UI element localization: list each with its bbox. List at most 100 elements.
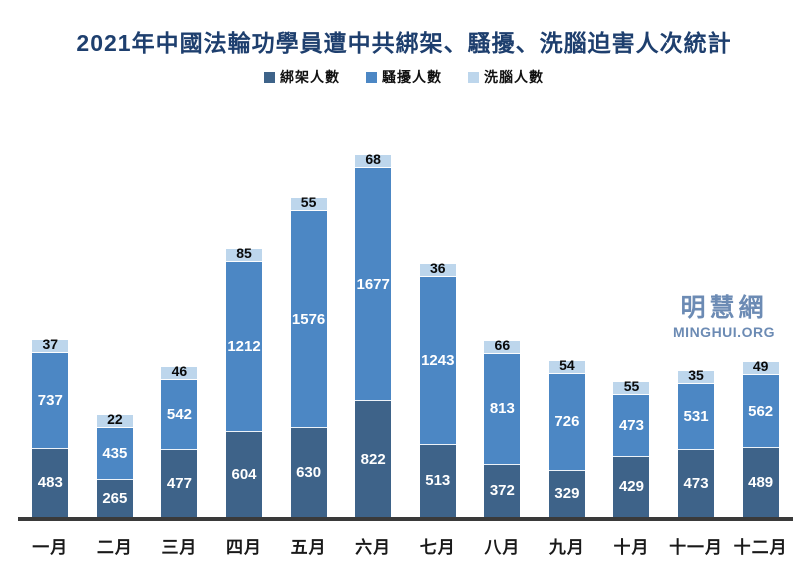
bar-column-五月: 55 1576 630	[276, 112, 341, 517]
legend-swatch-brainwash-icon	[468, 71, 479, 83]
x-tick-一月: 一月	[32, 538, 69, 557]
segment-brainwash: 49	[742, 359, 779, 375]
harass-value-label: 1212	[227, 337, 261, 355]
segment-brainwash: 66	[484, 338, 521, 354]
x-tick-九月: 九月	[548, 538, 585, 557]
plot-area: 37 737 483 22 435 265 46	[18, 112, 793, 521]
brainwash-value-label: 49	[752, 357, 769, 374]
segment-harass: 531	[678, 383, 715, 451]
brainwash-value-label: 55	[623, 378, 640, 395]
x-tick-三月: 三月	[161, 538, 198, 557]
stacked-bar: 35 531 473	[678, 368, 715, 517]
segment-harass: 435	[96, 428, 133, 480]
legend-swatch-kidnap-icon	[264, 71, 275, 83]
x-axis-line	[18, 517, 793, 521]
harass-value-label: 1677	[356, 275, 390, 293]
segment-brainwash: 35	[678, 368, 715, 384]
harass-value-label: 542	[166, 405, 192, 423]
legend-label-brainwash: 洗腦人數	[484, 69, 544, 85]
segment-kidnap: 473	[678, 450, 715, 517]
legend-item-kidnap: 綁架人數	[264, 67, 340, 87]
kidnap-value-label: 489	[748, 474, 774, 492]
x-tick-七月: 七月	[419, 538, 456, 557]
segment-kidnap: 604	[226, 431, 263, 517]
stacked-bar: 85 1212 604	[226, 246, 263, 517]
segment-harass: 813	[484, 353, 521, 465]
segment-harass: 726	[548, 373, 585, 471]
legend-label-harass: 騷擾人數	[382, 69, 442, 85]
stacked-bar: 37 737 483	[32, 337, 69, 517]
bar-column-一月: 37 737 483	[18, 112, 83, 517]
stacked-bar: 46 542 477	[161, 364, 198, 517]
bar-column-二月: 22 435 265	[83, 112, 148, 517]
bar-column-四月: 85 1212 604	[212, 112, 277, 517]
segment-brainwash: 36	[419, 261, 456, 278]
bar-column-六月: 68 1677 822	[341, 112, 406, 517]
kidnap-value-label: 329	[554, 485, 580, 503]
segment-brainwash: 22	[96, 412, 133, 429]
kidnap-value-label: 513	[425, 472, 451, 490]
harass-value-label: 813	[489, 400, 515, 418]
x-tick-五月: 五月	[290, 538, 327, 557]
segment-kidnap: 630	[290, 428, 327, 517]
minghui-watermark: 明慧網 MINGHUI.ORG	[650, 294, 798, 340]
brainwash-value-label: 37	[42, 335, 59, 352]
harass-value-label: 1243	[421, 352, 455, 370]
segment-kidnap: 513	[419, 444, 456, 517]
segment-brainwash: 85	[226, 246, 263, 262]
segment-brainwash: 37	[32, 337, 69, 353]
bar-column-七月: 36 1243 513	[405, 112, 470, 517]
x-tick-八月: 八月	[484, 538, 521, 557]
stacked-bar: 49 562 489	[742, 359, 779, 517]
segment-kidnap: 822	[355, 401, 392, 517]
x-tick-六月: 六月	[355, 538, 392, 557]
x-tick-二月: 二月	[96, 538, 133, 557]
kidnap-value-label: 483	[37, 474, 63, 492]
segment-kidnap: 483	[32, 448, 69, 517]
watermark-english-text: MINGHUI.ORG	[673, 323, 775, 340]
brainwash-value-label: 35	[688, 366, 704, 383]
segment-brainwash: 46	[161, 364, 198, 380]
brainwash-value-label: 22	[107, 411, 123, 428]
x-axis-labels: 一月 二月 三月 四月 五月 六月 七月 八月 九月 十月 十一月 十二月	[18, 533, 793, 558]
brainwash-value-label: 54	[559, 356, 575, 373]
brainwash-value-label: 66	[494, 336, 511, 353]
brainwash-value-label: 68	[365, 151, 381, 168]
stacked-bar: 66 813 372	[484, 338, 521, 517]
segment-kidnap: 329	[548, 470, 585, 517]
bar-column-八月: 66 813 372	[470, 112, 535, 517]
x-tick-十一月: 十一月	[669, 538, 724, 557]
harass-value-label: 435	[102, 444, 128, 462]
segment-brainwash: 68	[355, 152, 392, 169]
stacked-bar: 55 473 429	[613, 379, 650, 517]
bar-column-九月: 54 726 329	[535, 112, 600, 517]
stacked-bar: 22 435 265	[96, 412, 133, 517]
segment-kidnap: 265	[96, 479, 133, 517]
legend-label-kidnap: 綁架人數	[280, 69, 340, 85]
segment-harass: 1243	[419, 277, 456, 445]
chart-legend: 綁架人數 騷擾人數 洗腦人數	[0, 67, 808, 87]
x-tick-四月: 四月	[226, 538, 263, 557]
segment-kidnap: 372	[484, 464, 521, 517]
segment-brainwash: 55	[290, 195, 327, 212]
kidnap-value-label: 265	[102, 489, 128, 507]
x-tick-十二月: 十二月	[733, 538, 788, 557]
legend-item-brainwash: 洗腦人數	[468, 67, 544, 87]
segment-harass: 473	[613, 395, 650, 457]
bar-column-三月: 46 542 477	[147, 112, 212, 517]
segment-kidnap: 429	[613, 456, 650, 517]
harass-value-label: 737	[37, 391, 63, 409]
segment-brainwash: 54	[548, 358, 585, 374]
brainwash-value-label: 55	[300, 194, 317, 211]
kidnap-value-label: 477	[166, 474, 192, 492]
chart-title: 2021年中國法輪功學員遭中共綁架、騷擾、洗腦迫害人次統計	[76, 30, 732, 56]
segment-harass: 542	[161, 379, 198, 450]
kidnap-value-label: 630	[296, 464, 322, 482]
kidnap-value-label: 429	[618, 478, 644, 496]
segment-harass: 1576	[290, 211, 327, 429]
harass-value-label: 473	[618, 416, 644, 434]
brainwash-value-label: 36	[429, 260, 446, 277]
harass-value-label: 562	[748, 402, 774, 420]
segment-harass: 737	[32, 352, 69, 449]
